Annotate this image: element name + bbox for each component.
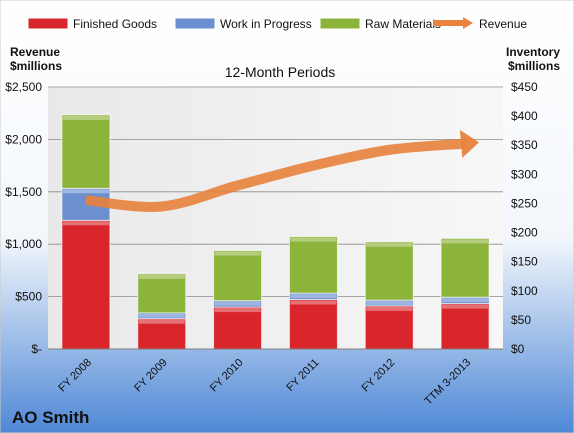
chart-title: 12-Month Periods — [225, 64, 336, 80]
legend-label: Raw Materials — [365, 17, 441, 31]
bar-series — [61, 114, 490, 350]
bar-highlight — [62, 115, 109, 120]
legend-label: Finished Goods — [73, 17, 157, 31]
right-tick-label: $350 — [511, 138, 538, 152]
right-tick-label: $200 — [511, 226, 538, 240]
legend-swatch-raw-materials — [319, 17, 361, 30]
bar-highlight — [442, 298, 489, 303]
bar-segment-raw-materials — [288, 236, 338, 294]
bar-highlight — [214, 251, 261, 256]
bar-highlight — [366, 242, 413, 247]
bar-highlight — [442, 239, 489, 244]
legend-swatch-finished-goods — [27, 17, 69, 30]
right-tick-label: $250 — [511, 196, 538, 210]
left-tick-label: $2,000 — [5, 132, 42, 146]
bar-segment-raw-materials — [364, 241, 414, 301]
bar-segment-raw-materials — [213, 250, 263, 302]
legend-swatch-work-in-progress — [174, 17, 216, 30]
bar-segment-finished-goods — [364, 305, 414, 350]
right-axis-title-line2: $millions — [508, 59, 560, 73]
left-axis-ticks: $- $500 $1,000 $1,500 $2,000 $2,500 — [5, 80, 42, 356]
right-tick-label: $150 — [511, 255, 538, 269]
left-axis-title-line2: $millions — [10, 59, 62, 73]
bar-highlight — [442, 304, 489, 309]
bar-highlight — [214, 301, 261, 306]
revenue-trend-line — [85, 138, 466, 212]
revenue-arrowhead — [459, 129, 480, 158]
bar-segment-raw-materials — [440, 237, 490, 298]
bar-highlight — [62, 221, 109, 226]
bar-highlight — [214, 308, 261, 313]
bar-segment-finished-goods — [61, 219, 111, 350]
bar-segment-raw-materials — [137, 273, 187, 314]
right-tick-label: $300 — [511, 167, 538, 181]
right-tick-label: $100 — [511, 284, 538, 298]
bar-highlight — [138, 313, 185, 318]
left-axis-title-line1: Revenue — [10, 45, 60, 59]
left-tick-label: $1,500 — [5, 185, 42, 199]
bar-highlight — [290, 300, 337, 305]
left-tick-label: $- — [31, 342, 42, 356]
right-tick-label: $400 — [511, 109, 538, 123]
right-tick-label: $50 — [511, 313, 531, 327]
bar-segment-raw-materials — [61, 114, 111, 189]
right-tick-label: $0 — [511, 342, 525, 356]
legend-label: Work in Progress — [220, 17, 312, 31]
right-axis-title-line1: Inventory — [506, 45, 560, 59]
plot-area — [48, 87, 503, 349]
left-tick-label: $2,500 — [5, 80, 42, 94]
bar-highlight — [62, 189, 109, 194]
legend: Finished Goods Work in Progress Raw Materi… — [27, 17, 527, 31]
bar-highlight — [366, 306, 413, 311]
right-axis-ticks: $0 $50 $100 $150 $200 $250 $300 $350 $400 $450 — [511, 80, 538, 356]
bar-highlight — [366, 301, 413, 305]
left-tick-label: $500 — [15, 290, 42, 304]
bar-segment-finished-goods — [213, 306, 263, 350]
left-tick-label: $1,000 — [5, 237, 42, 251]
bar-segment-finished-goods — [440, 303, 490, 350]
right-tick-label: $450 — [511, 80, 538, 94]
legend-label: Revenue — [479, 17, 527, 31]
bar-highlight — [290, 294, 337, 299]
company-name: AO Smith — [12, 408, 89, 427]
gridlines — [48, 86, 503, 298]
bar-highlight — [138, 319, 185, 324]
bar-highlight — [138, 274, 185, 279]
legend-arrowhead-icon — [463, 17, 473, 29]
bar-highlight — [290, 237, 337, 242]
bar-segment-finished-goods — [288, 299, 338, 350]
revenue-trend — [85, 129, 480, 212]
